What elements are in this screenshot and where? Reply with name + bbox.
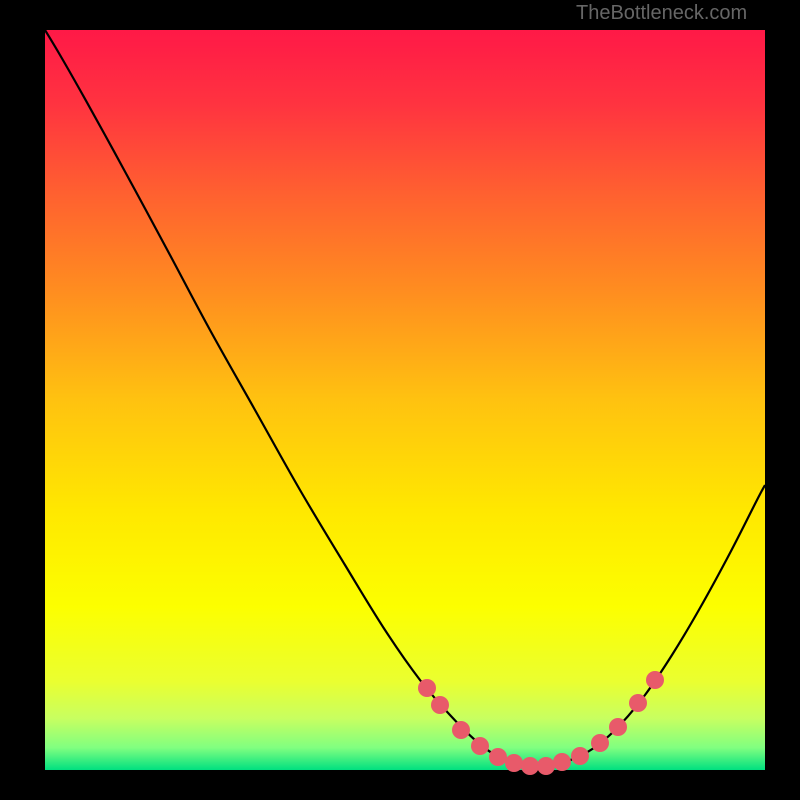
curve-marker xyxy=(629,694,647,712)
chart-frame: TheBottleneck.com xyxy=(0,0,800,800)
curve-marker xyxy=(471,737,489,755)
curve-marker xyxy=(609,718,627,736)
curve-marker xyxy=(431,696,449,714)
curve-marker xyxy=(571,747,589,765)
curve-marker xyxy=(521,757,539,775)
curve-marker xyxy=(452,721,470,739)
curve-marker xyxy=(505,754,523,772)
curve-marker xyxy=(489,748,507,766)
curve-marker xyxy=(418,679,436,697)
curve-marker xyxy=(591,734,609,752)
watermark-text: TheBottleneck.com xyxy=(576,2,747,25)
curve-marker xyxy=(553,753,571,771)
curve-marker xyxy=(537,757,555,775)
curve-marker xyxy=(646,671,664,689)
bottleneck-chart xyxy=(0,0,800,800)
